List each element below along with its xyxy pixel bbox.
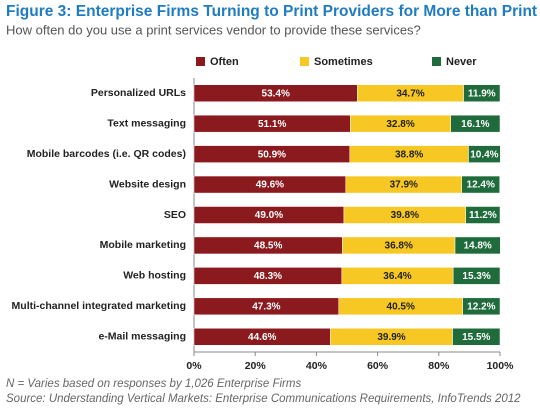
value-label: 50.9% [258,149,286,160]
value-label: 12.2% [467,301,495,312]
value-label: 53.4% [262,88,290,99]
x-tick-label: 100% [487,360,515,372]
legend-label: Sometimes [314,56,373,68]
chart-title: Figure 3: Enterprise Firms Turning to Pr… [6,3,537,20]
bar-segment [468,145,501,163]
value-label: 32.8% [386,119,414,130]
value-label: 15.3% [462,271,490,282]
value-label: 51.1% [258,119,286,130]
value-label: 15.5% [462,332,490,343]
value-label: 36.4% [383,271,411,282]
y-tick-label: SEO [164,209,186,221]
legend-swatch [432,57,441,66]
value-label: 36.8% [385,241,413,252]
value-label: 49.0% [255,210,283,221]
value-label: 37.9% [390,180,418,191]
x-tick-label: 0% [186,360,202,372]
value-label: 49.6% [256,180,284,191]
source: Source: Understanding Vertical Markets: … [6,393,521,405]
bar-segment [462,297,501,316]
bar-segment [452,267,501,285]
legend-label: Never [446,56,477,68]
bar-segment [465,206,501,224]
y-tick-label: e-Mail messaging [98,331,186,343]
x-tick-label: 20% [245,360,267,372]
y-tick-label: Text messaging [107,117,186,129]
value-label: 12.4% [467,180,495,191]
y-tick-label: Website design [109,178,186,190]
y-tick-label: Mobile marketing [100,239,186,251]
value-label: 11.9% [468,88,496,99]
x-tick-label: 80% [428,360,450,372]
value-label: 14.8% [463,241,491,252]
y-tick-label: Multi-channel integrated marketing [12,300,186,312]
value-label: 40.5% [387,301,415,312]
value-label: 16.1% [461,119,489,130]
legend-label: Often [210,56,239,68]
y-tick-label: Mobile barcodes (i.e. QR codes) [27,148,186,160]
value-label: 34.7% [396,88,424,99]
bar-segment [454,236,501,255]
bar-segment [463,84,501,102]
value-label: 47.3% [252,301,280,312]
x-tick-label: 60% [367,360,389,372]
legend-swatch [196,57,205,66]
bar-segment [450,114,501,133]
value-label: 39.8% [391,210,419,221]
bar-segment [452,328,501,346]
value-label: 11.2% [469,210,497,221]
value-label: 39.9% [377,332,405,343]
value-label: 44.6% [248,332,276,343]
value-label: 48.5% [254,241,282,252]
chart-subtitle: How often do you use a print services ve… [6,22,421,37]
value-label: 38.8% [395,149,423,160]
y-tick-label: Web hosting [123,270,186,282]
value-label: 48.3% [254,271,282,282]
footnote: N = Varies based on responses by 1,026 E… [6,378,301,390]
y-tick-label: Personalized URLs [91,87,186,99]
value-label: 10.4% [470,149,498,160]
legend-swatch [300,57,309,66]
x-tick-label: 40% [306,360,328,372]
bar-segment [461,175,500,194]
